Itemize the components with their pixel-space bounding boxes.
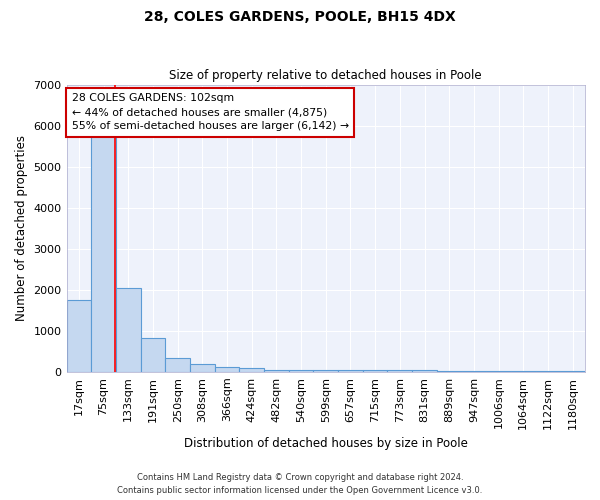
Bar xyxy=(91,134,116,372)
Title: Size of property relative to detached houses in Poole: Size of property relative to detached ho… xyxy=(169,69,482,82)
Bar xyxy=(190,364,215,372)
Bar xyxy=(67,300,91,372)
Bar xyxy=(289,370,313,372)
Bar xyxy=(338,370,363,372)
Bar xyxy=(116,288,140,372)
Bar xyxy=(486,371,511,372)
Bar xyxy=(239,368,264,372)
Bar xyxy=(461,371,486,372)
Bar xyxy=(388,370,412,372)
X-axis label: Distribution of detached houses by size in Poole: Distribution of detached houses by size … xyxy=(184,437,468,450)
Text: Contains HM Land Registry data © Crown copyright and database right 2024.
Contai: Contains HM Land Registry data © Crown c… xyxy=(118,474,482,495)
Text: 28, COLES GARDENS, POOLE, BH15 4DX: 28, COLES GARDENS, POOLE, BH15 4DX xyxy=(144,10,456,24)
Text: 28 COLES GARDENS: 102sqm
← 44% of detached houses are smaller (4,875)
55% of sem: 28 COLES GARDENS: 102sqm ← 44% of detach… xyxy=(72,93,349,131)
Bar xyxy=(264,370,289,372)
Bar xyxy=(165,358,190,372)
Y-axis label: Number of detached properties: Number of detached properties xyxy=(15,135,28,321)
Bar xyxy=(140,338,165,372)
Bar xyxy=(437,370,461,372)
Bar xyxy=(215,368,239,372)
Bar xyxy=(363,370,388,372)
Bar xyxy=(313,370,338,372)
Bar xyxy=(412,370,437,372)
